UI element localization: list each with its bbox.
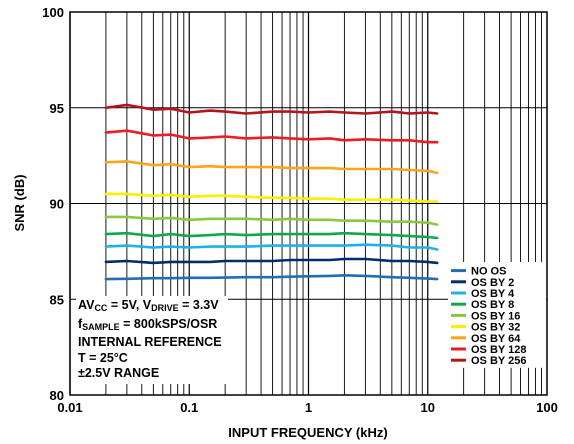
test-conditions-annotation: AVCC = 5V, VDRIVE = 3.3V fSAMPLE = 800kS…: [76, 296, 228, 384]
x-axis-label: INPUT FREQUENCY (kHz): [228, 425, 387, 440]
y-tick-label: 85: [50, 292, 64, 307]
annotation-line-range: ±2.5V RANGE: [78, 366, 160, 381]
legend-label: OS BY 8: [471, 299, 514, 311]
annotation-line-supply: AVCC = 5V, VDRIVE = 3.3V: [78, 298, 219, 313]
legend-label: OS BY 128: [471, 344, 526, 356]
legend-label: OS BY 4: [471, 288, 515, 300]
x-tick-label: 10: [421, 400, 435, 415]
plot-border: [69, 11, 548, 396]
annotation-line-sample-rate: fSAMPLE = 800kSPS/OSR: [78, 316, 218, 332]
x-tick-label: 0.1: [180, 400, 198, 415]
annotation-line-temperature: T = 25°C: [78, 350, 128, 365]
legend-label: OS BY 64: [471, 333, 521, 345]
series-line-no-os: [104, 273, 439, 281]
y-tick-label: 90: [50, 197, 64, 212]
y-tick-label: 80: [50, 388, 64, 403]
x-tick-label: 1: [305, 400, 312, 415]
y-axis-label: SNR (dB): [12, 174, 27, 231]
legend-label: OS BY 256: [471, 355, 526, 367]
series-line-os-by-16: [104, 215, 439, 226]
legend-label: NO OS: [471, 266, 506, 278]
legend-label: OS BY 16: [471, 310, 520, 322]
series-line-os-by-4: [104, 243, 439, 251]
annotation-line-reference: INTERNAL REFERENCE: [78, 335, 222, 350]
x-tick-label: 100: [536, 400, 558, 415]
series-line-os-by-32: [104, 192, 439, 203]
series-line-os-by-256: [104, 103, 439, 115]
y-tick-label: 100: [42, 5, 64, 20]
series-line-os-by-2: [104, 257, 439, 265]
series-line-os-by-128: [104, 129, 439, 144]
y-tick-label: 95: [50, 101, 64, 116]
tick-labels: 0.01 0.1 1 10 100 80 85 90 95 100: [42, 5, 558, 415]
legend-label: OS BY 32: [471, 322, 520, 334]
series-layer: [104, 103, 439, 281]
series-line-os-by-64: [104, 160, 439, 175]
legend-label: OS BY 2: [471, 277, 514, 289]
series-line-os-by-8: [104, 231, 439, 240]
x-tick-label: 0.01: [57, 400, 82, 415]
